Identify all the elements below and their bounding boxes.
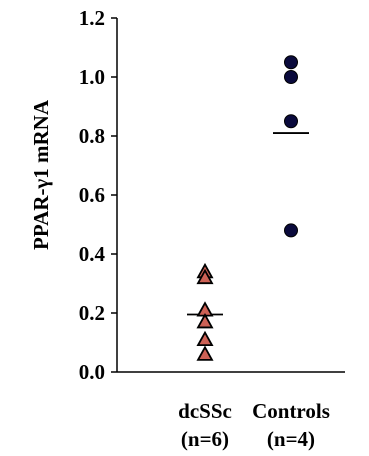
y-tick-label: 0.2 xyxy=(79,301,105,325)
circle-point xyxy=(284,114,298,129)
y-axis-ticks: 0.0 0.2 0.4 0.6 0.8 1.0 1.2 xyxy=(79,6,117,384)
y-tick-label: 0.8 xyxy=(79,124,105,148)
y-tick-label: 0.6 xyxy=(79,183,105,207)
data-points xyxy=(196,55,298,361)
triangle-point xyxy=(196,268,214,285)
y-axis-label: PPAR-γ1 mRNA xyxy=(29,99,53,250)
y-tick-label: 1.2 xyxy=(79,6,105,30)
triangle-point xyxy=(196,312,214,329)
y-tick-label: 1.0 xyxy=(79,65,105,89)
circle-point xyxy=(284,55,298,70)
category-count-label: (n=4) xyxy=(267,427,315,451)
triangle-point xyxy=(196,345,214,361)
y-tick-label: 0.4 xyxy=(79,242,106,266)
circle-point xyxy=(284,223,298,238)
category-label: Controls xyxy=(252,399,330,423)
category-count-label: (n=6) xyxy=(181,427,229,451)
category-labels: dcSSc (n=6) Controls (n=4) xyxy=(178,399,330,451)
y-tick-label: 0.0 xyxy=(79,360,105,384)
y-axis-title: PPAR-γ1 mRNA xyxy=(29,99,53,250)
circle-point xyxy=(284,70,298,84)
triangle-point xyxy=(196,330,214,347)
category-label: dcSSc xyxy=(178,399,232,423)
